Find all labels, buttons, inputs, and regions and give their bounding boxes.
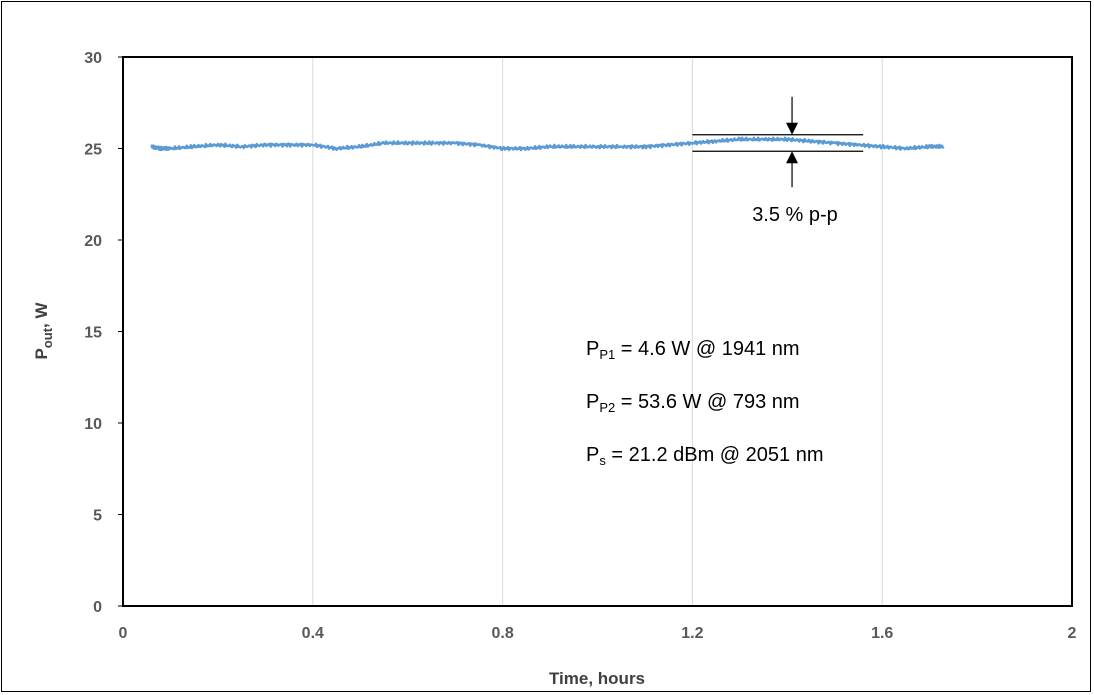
y-axis-title: Pout, W <box>32 302 55 360</box>
signal-rest: = 21.2 dBm @ 2051 nm <box>606 444 824 466</box>
plot-area-border <box>122 56 1073 607</box>
pump1-sub: P1 <box>599 347 615 362</box>
pump2-rest: = 53.6 W @ 793 nm <box>615 391 799 413</box>
y-tick-label: 25 <box>84 142 102 159</box>
y-tick-label: 0 <box>93 599 102 616</box>
pp-annotation: 3.5 % p-p <box>752 204 838 226</box>
signal-annotation: Ps = 21.2 dBm @ 2051 nm <box>586 444 824 468</box>
y-tick-label: 10 <box>84 416 102 433</box>
y-tick-label: 5 <box>93 508 102 525</box>
x-axis-ticks: 0 0.4 0.8 1.2 1.6 2 <box>119 625 1077 642</box>
down-arrow-head <box>786 122 799 135</box>
signal-sub: s <box>599 453 606 468</box>
x-tick-label: 1.2 <box>681 625 703 642</box>
y-tick-label: 20 <box>84 233 102 250</box>
y-tick-label: 30 <box>84 50 102 67</box>
up-arrow-head <box>786 151 799 164</box>
x-tick-label: 0 <box>119 625 128 642</box>
x-tick-label: 0.4 <box>302 625 324 642</box>
x-tick-label: 0.8 <box>491 625 513 642</box>
y-axis-ticks: 0 5 10 15 20 25 30 <box>84 50 123 616</box>
y-tick-label: 15 <box>84 325 102 342</box>
pump1-rest: = 4.6 W @ 1941 nm <box>615 338 799 360</box>
pump2-sub: P2 <box>599 400 615 415</box>
pump2-main: P <box>586 391 599 413</box>
pump2-annotation: PP2 = 53.6 W @ 793 nm <box>586 391 800 415</box>
y-axis-title-main: P <box>32 348 51 359</box>
pump1-main: P <box>586 338 599 360</box>
x-tick-label: 1.6 <box>871 625 893 642</box>
x-tick-label: 2 <box>1068 625 1077 642</box>
y-axis-title-sub: out <box>40 327 55 348</box>
series-layer <box>150 136 945 152</box>
series-line <box>150 136 945 152</box>
y-axis-title-rest: , W <box>32 302 51 328</box>
x-axis-title: Time, hours <box>549 669 645 688</box>
pump1-annotation: PP1 = 4.6 W @ 1941 nm <box>586 338 800 362</box>
pp-bracket <box>692 96 864 188</box>
signal-main: P <box>586 444 599 466</box>
